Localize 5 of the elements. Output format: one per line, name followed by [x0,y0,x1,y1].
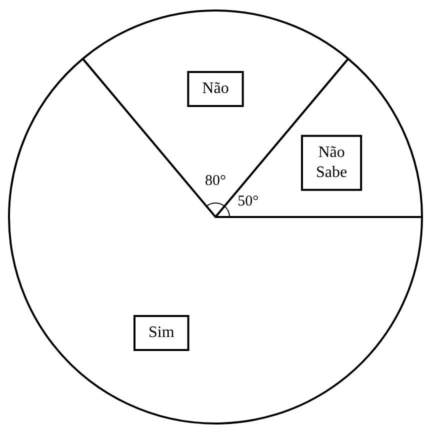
data-label: 50° [238,194,259,210]
slice-label: Sim [148,324,175,342]
slice-label: Não Sabe [316,144,348,182]
slice-label: Não [202,80,229,98]
data-label: 80° [205,172,226,189]
